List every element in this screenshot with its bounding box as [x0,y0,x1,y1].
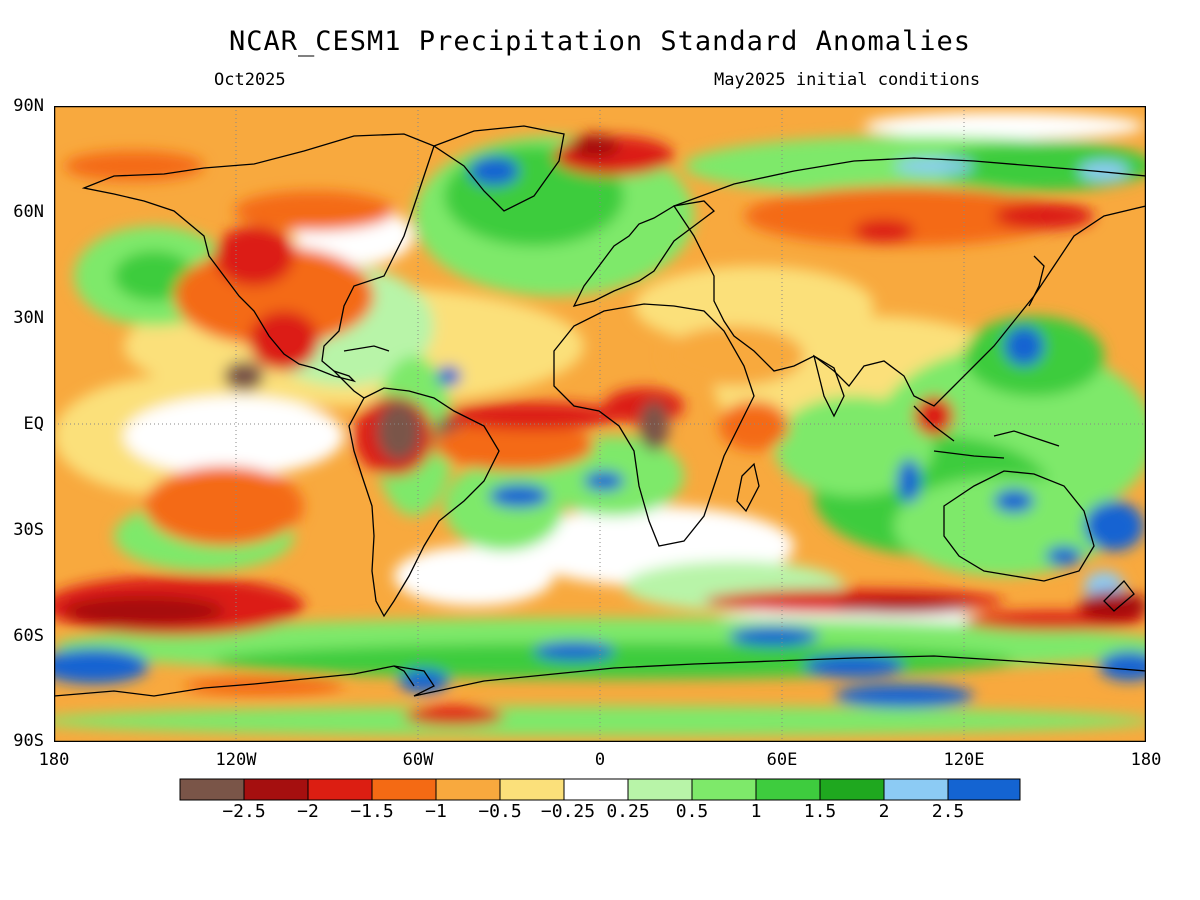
legend-label: 1.5 [803,801,837,822]
legend-label: −1 [425,801,447,822]
valid-time-label: Oct2025 [214,70,286,90]
legend-swatch-2 [307,778,373,801]
lat-label-90n: 90N [13,96,44,116]
lon-label-120w: 120W [215,750,257,770]
legend-swatch-1 [243,778,309,801]
legend-swatch-5 [499,778,565,801]
init-conditions-label: May2025 initial conditions [714,70,981,90]
lat-label-60s: 60S [13,626,44,646]
lat-label-30s: 30S [13,520,44,540]
lon-label-180w: 180 [38,750,70,770]
legend-swatch-11 [883,778,949,801]
lon-label-180e: 180 [1130,750,1162,770]
legend-label: 0.5 [675,801,709,822]
lon-label-0: 0 [594,750,606,770]
legend-swatch-10 [819,778,885,801]
lon-label-60w: 60W [402,750,434,770]
legend-label: 2.5 [931,801,965,822]
legend-label: −0.25 [540,801,596,822]
legend-swatch-7 [627,778,693,801]
lat-label-eq: EQ [23,414,44,434]
legend-swatch-0 [179,778,245,801]
anomaly-map [54,106,1146,742]
legend-label: 0.25 [606,801,650,822]
lon-label-120e: 120E [943,750,985,770]
legend-swatch-12 [947,778,1021,801]
legend-label: −1.5 [350,801,394,822]
legend-swatch-6 [563,778,629,801]
lat-label-90s: 90S [13,731,44,751]
coastlines [54,125,1146,697]
lat-label-60n: 60N [13,202,44,222]
legend-swatch-4 [435,778,501,801]
legend-label: −2 [297,801,319,822]
legend-label: 1 [750,801,762,822]
color-legend [179,778,1021,801]
chart-title: NCAR_CESM1 Precipitation Standard Anomal… [229,26,971,57]
legend-label: 2 [878,801,890,822]
legend-label: −0.5 [478,801,522,822]
legend-swatch-3 [371,778,437,801]
lon-label-60e: 60E [766,750,798,770]
legend-label: −2.5 [222,801,266,822]
lat-label-30n: 30N [13,308,44,328]
legend-swatch-8 [691,778,757,801]
legend-swatch-9 [755,778,821,801]
